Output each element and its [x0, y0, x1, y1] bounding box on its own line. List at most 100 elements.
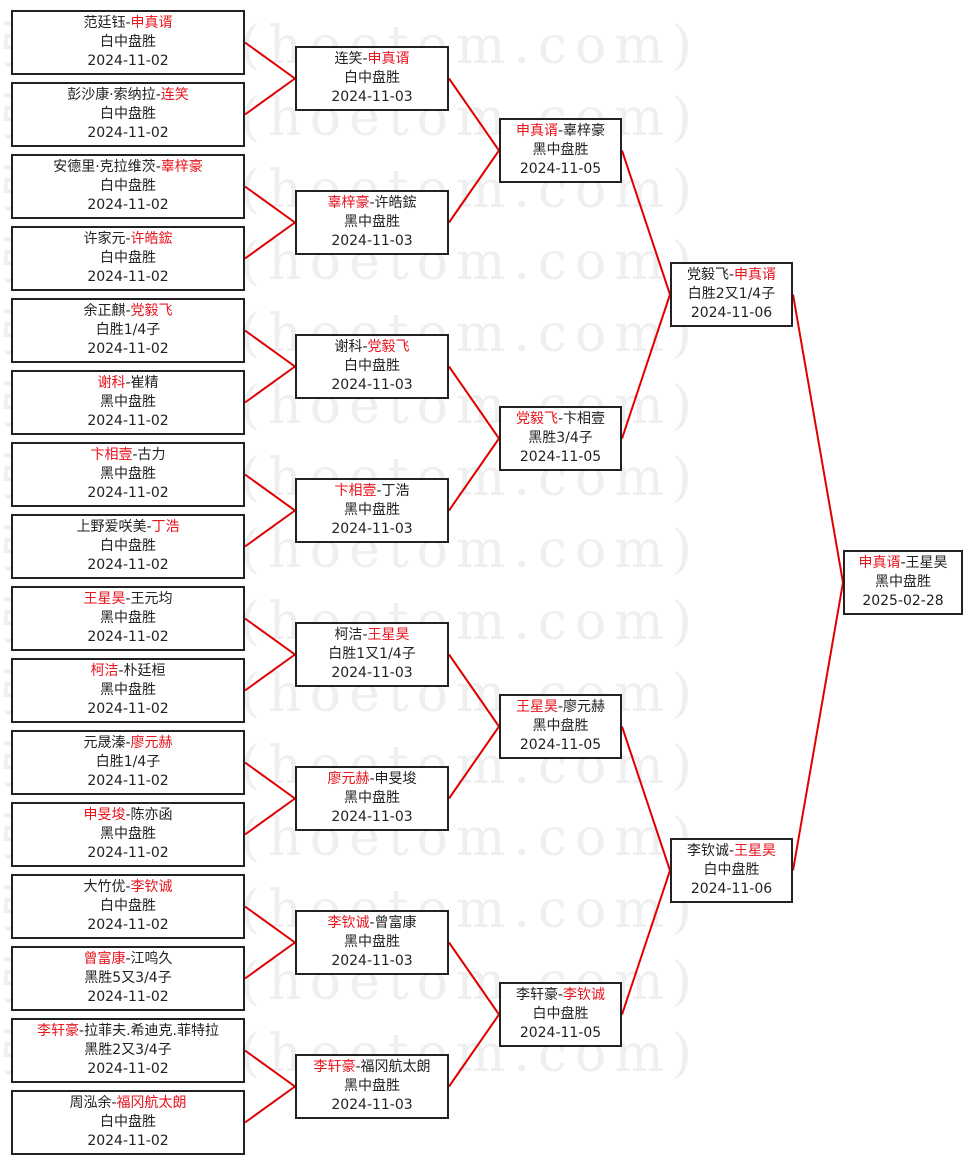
black-player[interactable]: 申真谞 [858, 555, 901, 571]
match-box-round-2[interactable]: 谢科-党毅飞 白中盘胜 2024-11-03 [295, 334, 449, 399]
black-player[interactable]: 廖元赫 [327, 771, 370, 787]
match-box-round-2[interactable]: 卞相壹-丁浩 黑中盘胜 2024-11-03 [295, 478, 449, 543]
match-box-round-1[interactable]: 安德里·克拉维茨-辜梓豪 白中盘胜 2024-11-02 [11, 154, 245, 219]
white-player[interactable]: 王星昊 [734, 843, 777, 859]
black-player[interactable]: 辜梓豪 [327, 195, 370, 211]
white-player[interactable]: 廖元赫 [563, 699, 606, 715]
white-player[interactable]: 申真谞 [367, 51, 410, 67]
white-player[interactable]: 连笑 [160, 87, 189, 103]
match-box-round-2[interactable]: 辜梓豪-许皓鋐 黑中盘胜 2024-11-03 [295, 190, 449, 255]
match-result: 白中盘胜 [100, 1114, 156, 1130]
match-box-round-3[interactable]: 申真谞-辜梓豪 黑中盘胜 2024-11-05 [499, 118, 622, 183]
match-date: 2024-11-02 [87, 557, 169, 573]
match-box-round-1[interactable]: 申旻埈-陈亦函 黑中盘胜 2024-11-02 [11, 802, 245, 867]
match-box-round-3[interactable]: 党毅飞-卞相壹 黑胜3/4子 2024-11-05 [499, 406, 622, 471]
black-player[interactable]: 安德里·克拉维茨 [53, 159, 156, 175]
white-player[interactable]: 古力 [137, 447, 166, 463]
black-player[interactable]: 周泓余 [69, 1095, 112, 1111]
black-player[interactable]: 范廷钰 [83, 15, 126, 31]
match-players: 彭沙康·索纳拉-连笑 [13, 86, 243, 105]
black-player[interactable]: 李轩豪 [313, 1059, 356, 1075]
white-player[interactable]: 福冈航太朗 [116, 1095, 187, 1111]
match-box-round-1[interactable]: 李轩豪-拉菲夫.希迪克.菲特拉 黑胜2又3/4子 2024-11-02 [11, 1018, 245, 1083]
match-box-round-4[interactable]: 党毅飞-申真谞 白胜2又1/4子 2024-11-06 [670, 262, 793, 327]
black-player[interactable]: 申真谞 [515, 123, 558, 139]
black-player[interactable]: 曾富康 [83, 951, 126, 967]
white-player[interactable]: 申真谞 [734, 267, 777, 283]
black-player[interactable]: 王星昊 [515, 699, 558, 715]
bracket-connector-line [244, 509, 296, 548]
match-box-round-1[interactable]: 许家元-许皓鋐 白中盘胜 2024-11-02 [11, 226, 245, 291]
white-player[interactable]: 王元均 [130, 591, 173, 607]
match-box-round-1[interactable]: 柯洁-朴廷桓 黑中盘胜 2024-11-02 [11, 658, 245, 723]
black-player[interactable]: 卞相壹 [334, 483, 377, 499]
match-box-round-2[interactable]: 李轩豪-福冈航太朗 黑中盘胜 2024-11-03 [295, 1054, 449, 1119]
white-player[interactable]: 曾富康 [374, 915, 417, 931]
black-player[interactable]: 李轩豪 [515, 987, 558, 1003]
black-player[interactable]: 李轩豪 [37, 1023, 80, 1039]
black-player[interactable]: 彭沙康·索纳拉 [67, 87, 156, 103]
black-player[interactable]: 大竹优 [83, 879, 126, 895]
white-player[interactable]: 丁浩 [151, 519, 180, 535]
match-box-round-1[interactable]: 周泓余-福冈航太朗 白中盘胜 2024-11-02 [11, 1090, 245, 1155]
white-player[interactable]: 申旻埈 [374, 771, 417, 787]
white-player[interactable]: 辜梓豪 [160, 159, 203, 175]
white-player[interactable]: 崔精 [130, 375, 159, 391]
match-box-round-1[interactable]: 曾富康-江鸣久 黑胜5又3/4子 2024-11-02 [11, 946, 245, 1011]
black-player[interactable]: 元晟溱 [83, 735, 126, 751]
black-player[interactable]: 党毅飞 [515, 411, 558, 427]
black-player[interactable]: 柯洁 [90, 663, 119, 679]
match-players: 申真谞-辜梓豪 [501, 122, 620, 141]
match-box-round-2[interactable]: 李钦诚-曾富康 黑中盘胜 2024-11-03 [295, 910, 449, 975]
white-player[interactable]: 江鸣久 [130, 951, 173, 967]
black-player[interactable]: 李钦诚 [686, 843, 729, 859]
black-player[interactable]: 谢科 [97, 375, 126, 391]
white-player[interactable]: 李钦诚 [563, 987, 606, 1003]
match-box-round-1[interactable]: 大竹优-李钦诚 白中盘胜 2024-11-02 [11, 874, 245, 939]
white-player[interactable]: 丁浩 [381, 483, 410, 499]
black-player[interactable]: 党毅飞 [686, 267, 729, 283]
match-box-round-1[interactable]: 范廷钰-申真谞 白中盘胜 2024-11-02 [11, 10, 245, 75]
white-player[interactable]: 陈亦函 [130, 807, 173, 823]
match-box-round-2[interactable]: 连笑-申真谞 白中盘胜 2024-11-03 [295, 46, 449, 111]
black-player[interactable]: 李钦诚 [327, 915, 370, 931]
match-box-round-1[interactable]: 上野爱咲美-丁浩 白中盘胜 2024-11-02 [11, 514, 245, 579]
match-box-round-3[interactable]: 王星昊-廖元赫 黑中盘胜 2024-11-05 [499, 694, 622, 759]
white-player[interactable]: 许皓鋐 [130, 231, 173, 247]
black-player[interactable]: 许家元 [83, 231, 126, 247]
black-player[interactable]: 谢科 [334, 339, 363, 355]
match-box-round-3[interactable]: 李轩豪-李钦诚 白中盘胜 2024-11-05 [499, 982, 622, 1047]
final-match-box[interactable]: 申真谞-王星昊 黑中盘胜 2025-02-28 [843, 550, 963, 615]
white-player[interactable]: 党毅飞 [367, 339, 410, 355]
white-player[interactable]: 许皓鋐 [374, 195, 417, 211]
white-player[interactable]: 拉菲夫.希迪克.菲特拉 [84, 1023, 219, 1039]
black-player[interactable]: 卞相壹 [90, 447, 133, 463]
match-box-round-1[interactable]: 元晟溱-廖元赫 白胜1/4子 2024-11-02 [11, 730, 245, 795]
match-box-round-1[interactable]: 卞相壹-古力 黑中盘胜 2024-11-02 [11, 442, 245, 507]
match-box-round-2[interactable]: 廖元赫-申旻埈 黑中盘胜 2024-11-03 [295, 766, 449, 831]
match-box-round-1[interactable]: 余正麒-党毅飞 白胜1/4子 2024-11-02 [11, 298, 245, 363]
match-box-round-2[interactable]: 柯洁-王星昊 白胜1又1/4子 2024-11-03 [295, 622, 449, 687]
separator: - [369, 915, 375, 931]
white-player[interactable]: 朴廷桓 [123, 663, 166, 679]
black-player[interactable]: 连笑 [334, 51, 363, 67]
white-player[interactable]: 申真谞 [130, 15, 173, 31]
black-player[interactable]: 柯洁 [334, 627, 363, 643]
white-player[interactable]: 卞相壹 [563, 411, 606, 427]
white-player[interactable]: 李钦诚 [130, 879, 173, 895]
white-player[interactable]: 福冈航太朗 [360, 1059, 431, 1075]
match-box-round-1[interactable]: 彭沙康·索纳拉-连笑 白中盘胜 2024-11-02 [11, 82, 245, 147]
match-box-round-1[interactable]: 王星昊-王元均 黑中盘胜 2024-11-02 [11, 586, 245, 651]
black-player[interactable]: 王星昊 [83, 591, 126, 607]
white-player[interactable]: 廖元赫 [130, 735, 173, 751]
white-player[interactable]: 辜梓豪 [563, 123, 606, 139]
black-player[interactable]: 余正麒 [83, 303, 126, 319]
white-player[interactable]: 党毅飞 [130, 303, 173, 319]
match-box-round-4[interactable]: 李钦诚-王星昊 白中盘胜 2024-11-06 [670, 838, 793, 903]
match-box-round-1[interactable]: 谢科-崔精 黑中盘胜 2024-11-02 [11, 370, 245, 435]
match-players: 上野爱咲美-丁浩 [13, 518, 243, 537]
white-player[interactable]: 王星昊 [905, 555, 948, 571]
black-player[interactable]: 申旻埈 [83, 807, 126, 823]
black-player[interactable]: 上野爱咲美 [76, 519, 147, 535]
white-player[interactable]: 王星昊 [367, 627, 410, 643]
